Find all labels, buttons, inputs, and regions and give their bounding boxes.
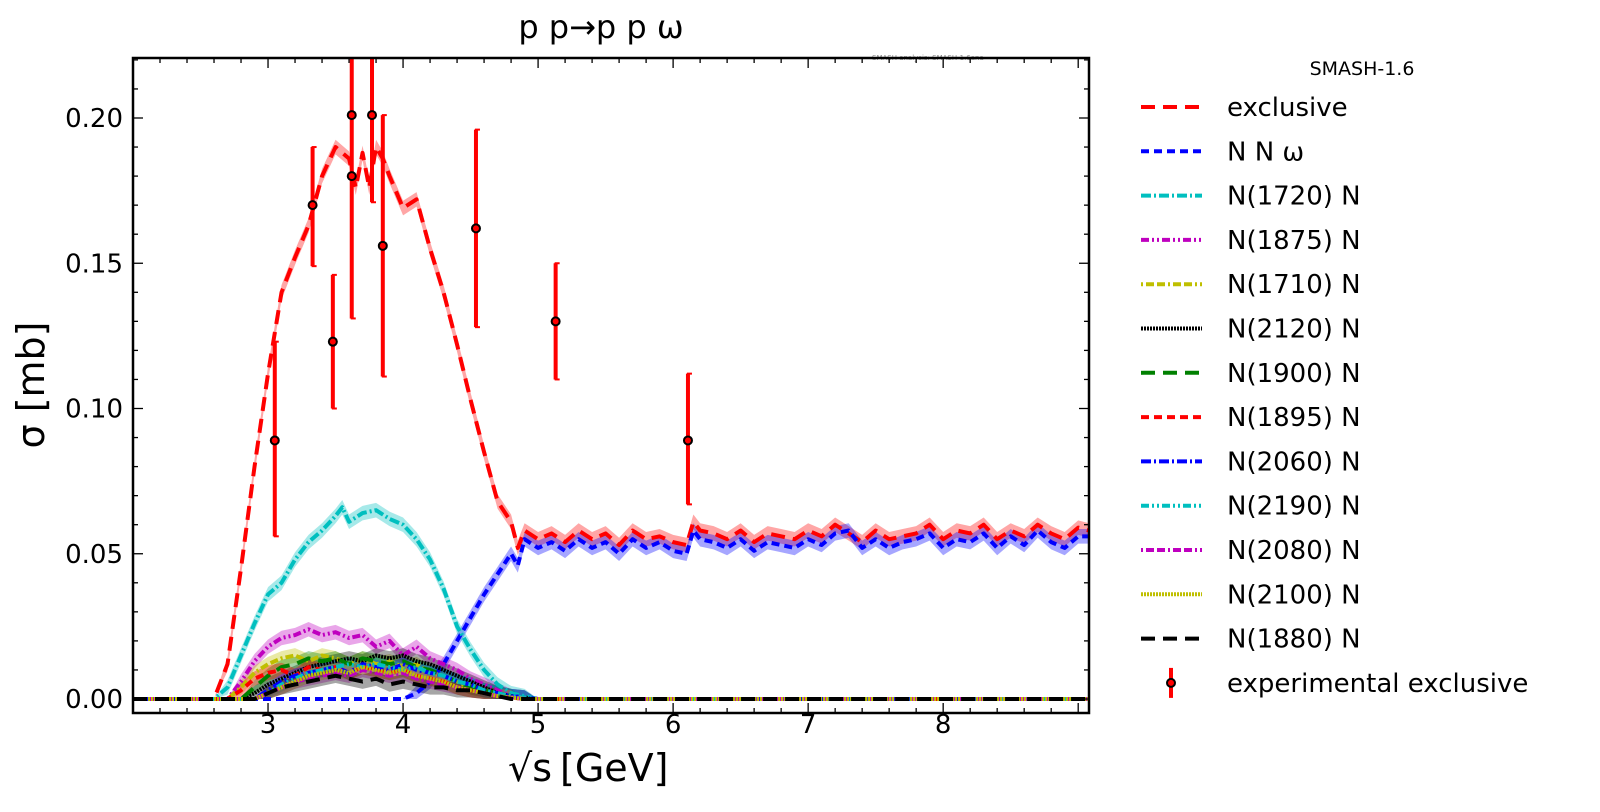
x-tick-labels: 3 4 5 6 7 8 xyxy=(260,710,952,740)
legend-label: N(1710) N xyxy=(1227,270,1361,300)
data-point xyxy=(346,110,357,121)
data-point xyxy=(269,435,280,446)
y-axis-label: σ [mb] xyxy=(9,322,53,449)
x-tick-label: 5 xyxy=(530,710,547,740)
data-point xyxy=(367,110,377,121)
legend-label: N(1895) N xyxy=(1227,403,1361,433)
legend: exclusive N N ω N(1720) N N(1875) N N(1710) … xyxy=(1141,93,1528,699)
x-tick-label: 6 xyxy=(665,710,682,740)
data-point xyxy=(327,336,338,347)
series-line xyxy=(133,145,1089,701)
x-axis-label-sqrt: √s xyxy=(508,746,552,790)
series-line xyxy=(133,673,1089,701)
chart-title: p p→p p ω xyxy=(518,8,683,46)
x-tick-label: 3 xyxy=(260,710,277,740)
legend-label: N(1875) N xyxy=(1227,226,1361,256)
legend-marker xyxy=(1166,677,1176,688)
uncertainty-band xyxy=(133,668,1089,699)
legend-label: N(2100) N xyxy=(1227,580,1361,610)
y-tick-label: 0.20 xyxy=(65,104,123,134)
series-lines xyxy=(133,145,1089,701)
legend-label: N N ω xyxy=(1227,137,1304,167)
x-tick-label: 7 xyxy=(800,710,817,740)
x-axis-label-unit: [GeV] xyxy=(560,746,668,790)
legend-label: N(2190) N xyxy=(1227,492,1361,522)
legend-label: N(1720) N xyxy=(1227,182,1361,212)
uncertainty-band xyxy=(133,662,1089,699)
uncertainty-band xyxy=(133,500,1089,699)
legend-label: N(2060) N xyxy=(1227,447,1361,477)
y-tick-label: 0.05 xyxy=(65,540,123,570)
plot-frame xyxy=(131,56,1091,715)
data-point xyxy=(550,316,561,327)
y-tick-label: 0.15 xyxy=(65,249,123,279)
y-tick-labels: 0.00 0.05 0.10 0.15 0.20 xyxy=(65,104,123,715)
legend-label: exclusive xyxy=(1227,93,1348,123)
legend-label: N(1900) N xyxy=(1227,359,1361,389)
series-line xyxy=(133,667,1089,701)
data-point xyxy=(470,223,481,234)
uncertainty-band xyxy=(133,523,1089,699)
series-line xyxy=(133,662,1089,701)
data-point xyxy=(307,200,318,211)
legend-label: N(2120) N xyxy=(1227,315,1361,345)
legend-title: SMASH-1.6 xyxy=(1310,58,1415,80)
series-line xyxy=(133,627,1089,701)
legend-label: experimental exclusive xyxy=(1227,669,1528,699)
y-tick-label: 0.00 xyxy=(65,685,123,715)
data-point xyxy=(377,240,388,251)
x-tick-label: 8 xyxy=(935,710,952,740)
y-tick-label: 0.10 xyxy=(65,395,123,425)
x-tick-label: 4 xyxy=(395,710,412,740)
series-line xyxy=(133,656,1089,701)
series-line xyxy=(133,505,1089,701)
data-point xyxy=(682,435,693,446)
legend-label: N(2080) N xyxy=(1227,536,1361,566)
data-point xyxy=(346,171,357,182)
experimental-points xyxy=(269,58,693,538)
legend-label: N(1880) N xyxy=(1227,625,1361,655)
axis-ticks xyxy=(133,58,1089,713)
